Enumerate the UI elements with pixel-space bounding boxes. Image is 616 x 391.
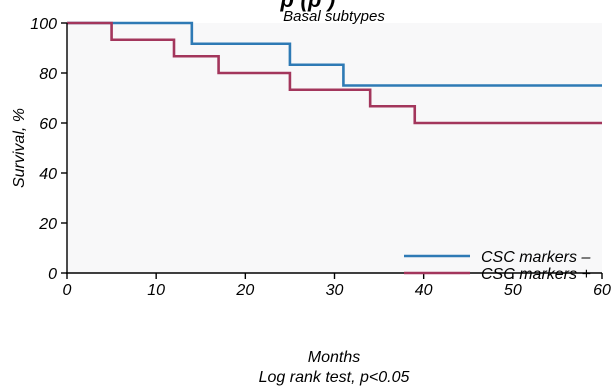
legend: CSC markers –CSC markers + xyxy=(404,249,591,283)
chart-top-title-partial: p (p ) xyxy=(0,0,616,12)
chart-footnote: Log rank test, p<0.05 xyxy=(259,369,410,386)
x-tick-label: 60 xyxy=(593,282,611,299)
series-line-1 xyxy=(67,21,602,87)
x-tick-label: 30 xyxy=(326,282,344,299)
y-tick-label: 80 xyxy=(39,66,57,83)
chart-subtitle: Basal subtypes xyxy=(283,8,385,25)
legend-label-1: CSC markers – xyxy=(481,249,590,266)
y-tick-label: 60 xyxy=(39,116,57,133)
legend-label-2: CSC markers + xyxy=(481,266,591,283)
x-tick-label: 50 xyxy=(504,282,522,299)
x-axis-label: Months xyxy=(308,349,360,366)
axes-layer: 0 10 20 30 40 50 60 0 20 40 60 80 100 xyxy=(30,16,611,299)
x-tick-label: 10 xyxy=(147,282,165,299)
x-tick-label: 40 xyxy=(415,282,433,299)
x-tick-label: 20 xyxy=(235,282,254,299)
series-line-2 xyxy=(67,21,602,125)
series-layer xyxy=(67,21,602,125)
y-tick-label: 40 xyxy=(39,166,57,183)
plot-background xyxy=(67,23,602,273)
y-tick-label: 100 xyxy=(30,16,57,33)
y-tick-label: 0 xyxy=(48,266,57,283)
y-axis-label: Survival, % xyxy=(11,108,28,188)
y-tick-label: 20 xyxy=(38,216,57,233)
x-tick-label: 0 xyxy=(63,282,72,299)
